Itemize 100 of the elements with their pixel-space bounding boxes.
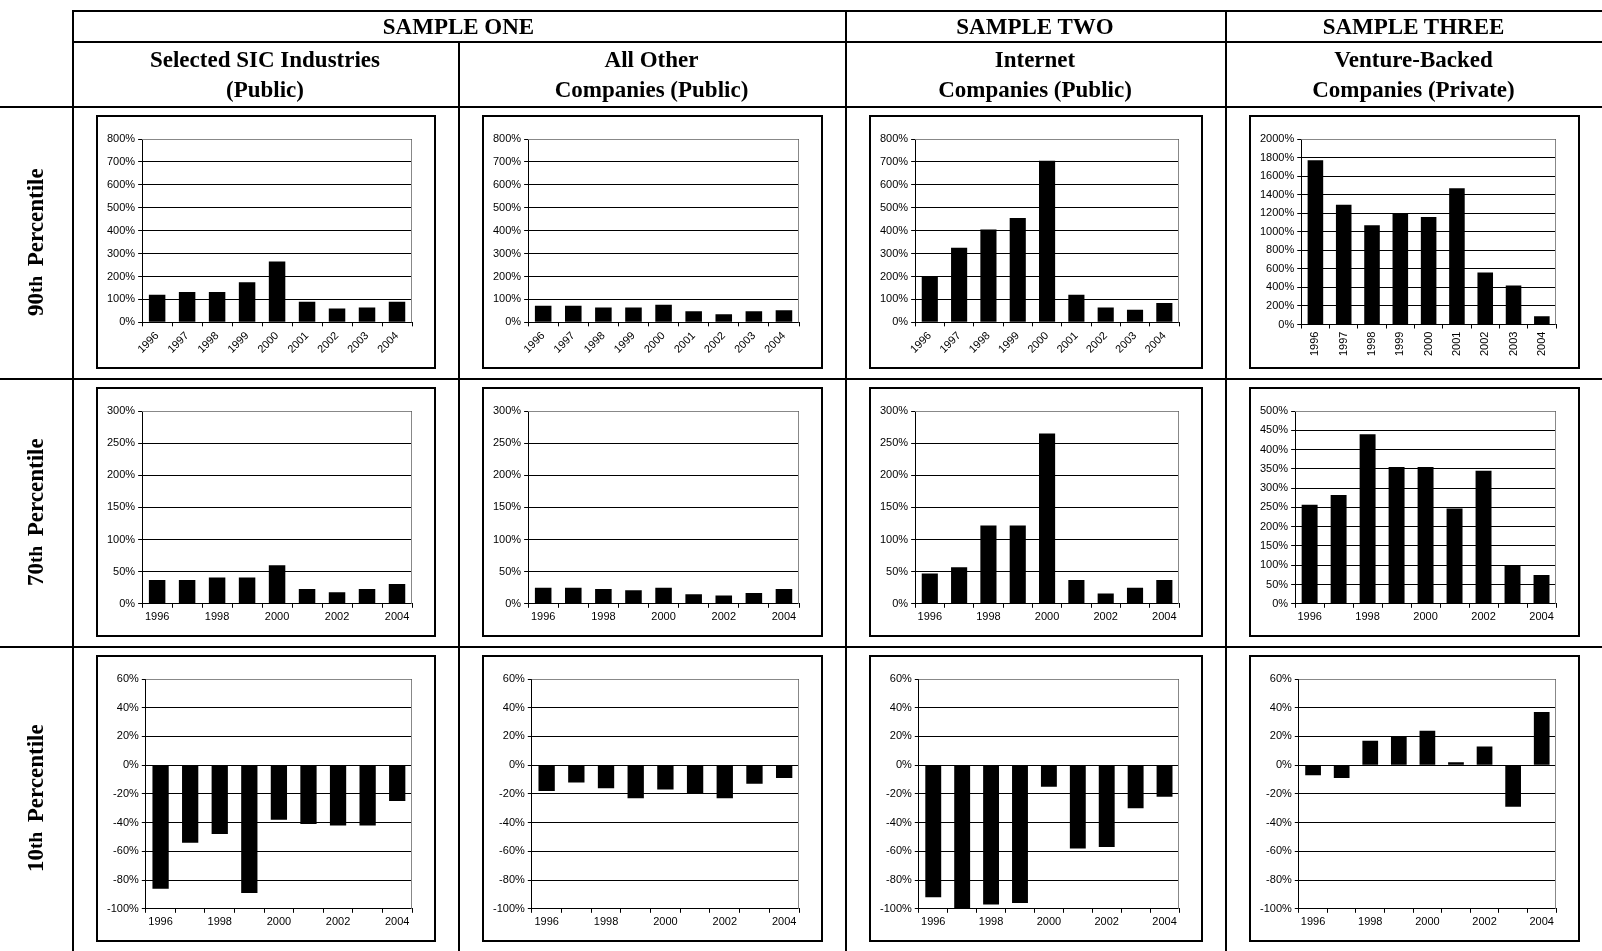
x-tick-label: 1996: [144, 610, 170, 623]
y-tick-label: 300%: [879, 404, 909, 417]
x-tick-label: 1996: [148, 915, 173, 928]
y-tick-label: 250%: [879, 436, 909, 449]
y-tick-label: 0%: [895, 758, 913, 771]
y-tick-label: 0%: [119, 596, 136, 609]
y-tick-label: 0%: [892, 315, 909, 328]
x-tick-label: 2004: [771, 915, 797, 928]
y-tick-label: 2000%: [1259, 132, 1295, 145]
x-tick-label: 2004: [1534, 331, 1547, 357]
x-tick-label: 1996: [534, 915, 559, 928]
y-tick-label: 400%: [106, 223, 136, 236]
y-tick-label: 60%: [116, 672, 139, 685]
x-tick-label: 1996: [921, 915, 946, 928]
y-tick-label: 800%: [1266, 243, 1295, 256]
y-tick-label: 150%: [106, 500, 136, 513]
y-tick-label: 0%: [508, 758, 526, 771]
y-tick-label: 700%: [492, 154, 522, 167]
bar: [1126, 587, 1144, 604]
x-tick-label: 2004: [1529, 610, 1554, 623]
text: Selected SIC Industries (Public): [149, 45, 381, 104]
y-tick-label: 1400%: [1259, 187, 1295, 200]
x-tick-label: 2000: [1413, 610, 1438, 623]
y-tick-label: 20%: [889, 729, 912, 742]
y-tick-label: 200%: [1266, 299, 1295, 312]
x-tick-label: 2000: [653, 915, 678, 928]
y-tick-label: -20%: [1266, 786, 1293, 799]
y-tick-label: 250%: [1259, 500, 1289, 513]
y-tick-label: 60%: [1269, 672, 1292, 685]
y-tick-label: -60%: [499, 844, 526, 857]
x-tick-label: 2002: [1472, 915, 1497, 928]
y-tick-label: 60%: [889, 672, 912, 685]
y-tick-label: 500%: [492, 200, 522, 213]
y-tick-label: 0%: [892, 596, 909, 609]
bar: [685, 594, 702, 604]
bar: [238, 577, 256, 604]
x-tick-label: 2000: [1415, 915, 1440, 928]
y-tick-label: 450%: [1259, 423, 1289, 436]
x-tick-label: 2004: [384, 915, 410, 928]
y-tick-label: 300%: [1259, 481, 1289, 494]
y-tick-label: -60%: [113, 844, 140, 857]
x-tick-label: 2004: [384, 610, 410, 623]
y-tick-label: 0%: [505, 596, 522, 609]
y-tick-label: 250%: [106, 436, 136, 449]
y-tick-label: 300%: [106, 246, 136, 259]
y-tick-label: 150%: [879, 500, 909, 513]
y-tick-label: 600%: [1266, 261, 1295, 274]
y-tick-label: 20%: [1269, 729, 1292, 742]
x-tick-label: 2002: [1471, 610, 1496, 623]
x-tick-label: 2001: [1449, 331, 1462, 357]
y-tick-label: 700%: [106, 154, 136, 167]
bar: [388, 583, 406, 604]
x-tick-label: 1998: [976, 610, 1001, 623]
x-tick-label: 1996: [530, 610, 556, 623]
y-tick-label: -20%: [886, 786, 913, 799]
y-tick-label: 50%: [113, 564, 136, 577]
y-tick-label: 400%: [492, 223, 522, 236]
y-tick-label: 100%: [106, 292, 136, 305]
bar: [1156, 580, 1173, 604]
y-tick-label: -80%: [113, 873, 140, 886]
x-tick-label: 1998: [1358, 915, 1383, 928]
y-tick-label: 500%: [1259, 404, 1289, 417]
y-tick-label: 100%: [879, 532, 909, 545]
y-tick-label: 0%: [122, 758, 140, 771]
x-tick-label: 2002: [1478, 331, 1491, 357]
x-tick-label: 2000: [1034, 610, 1060, 623]
text: Internet Companies (Public): [937, 45, 1133, 104]
y-tick-label: 100%: [1259, 558, 1289, 571]
y-tick-label: 200%: [106, 269, 136, 282]
x-tick-label: 2004: [1152, 610, 1177, 623]
x-tick-label: 1998: [591, 610, 616, 623]
bar: [1097, 593, 1114, 604]
y-tick-label: 0%: [119, 315, 136, 328]
text: SAMPLE THREE: [1321, 13, 1506, 41]
bar: [148, 580, 166, 604]
y-tick-label: 200%: [1259, 519, 1289, 532]
y-tick-label: 200%: [879, 468, 909, 481]
x-tick-label: 2003: [1506, 331, 1519, 357]
y-tick-label: 150%: [1259, 538, 1289, 551]
bar: [534, 587, 552, 604]
x-tick-label: 1996: [1297, 610, 1322, 623]
x-tick-label: 2004: [1152, 915, 1177, 928]
x-tick-label: 2002: [324, 610, 350, 623]
y-tick-label: 0%: [505, 315, 522, 328]
y-tick-label: 20%: [116, 729, 139, 742]
y-tick-label: 800%: [879, 132, 909, 145]
text: All Other Companies (Public): [553, 45, 750, 104]
y-tick-label: 400%: [1266, 280, 1295, 293]
bar: [358, 589, 376, 604]
y-tick-label: -100%: [1260, 901, 1293, 914]
x-tick-label: 1999: [1393, 331, 1406, 357]
y-tick-label: -60%: [1266, 844, 1293, 857]
x-tick-label: 1998: [204, 610, 230, 623]
x-tick-label: 1998: [978, 915, 1004, 928]
y-tick-label: 300%: [879, 246, 909, 259]
y-tick-label: 600%: [879, 177, 909, 190]
y-tick-label: -80%: [886, 873, 913, 886]
x-tick-label: 2002: [1094, 915, 1119, 928]
y-tick-label: 40%: [502, 700, 525, 713]
bar: [208, 577, 226, 604]
